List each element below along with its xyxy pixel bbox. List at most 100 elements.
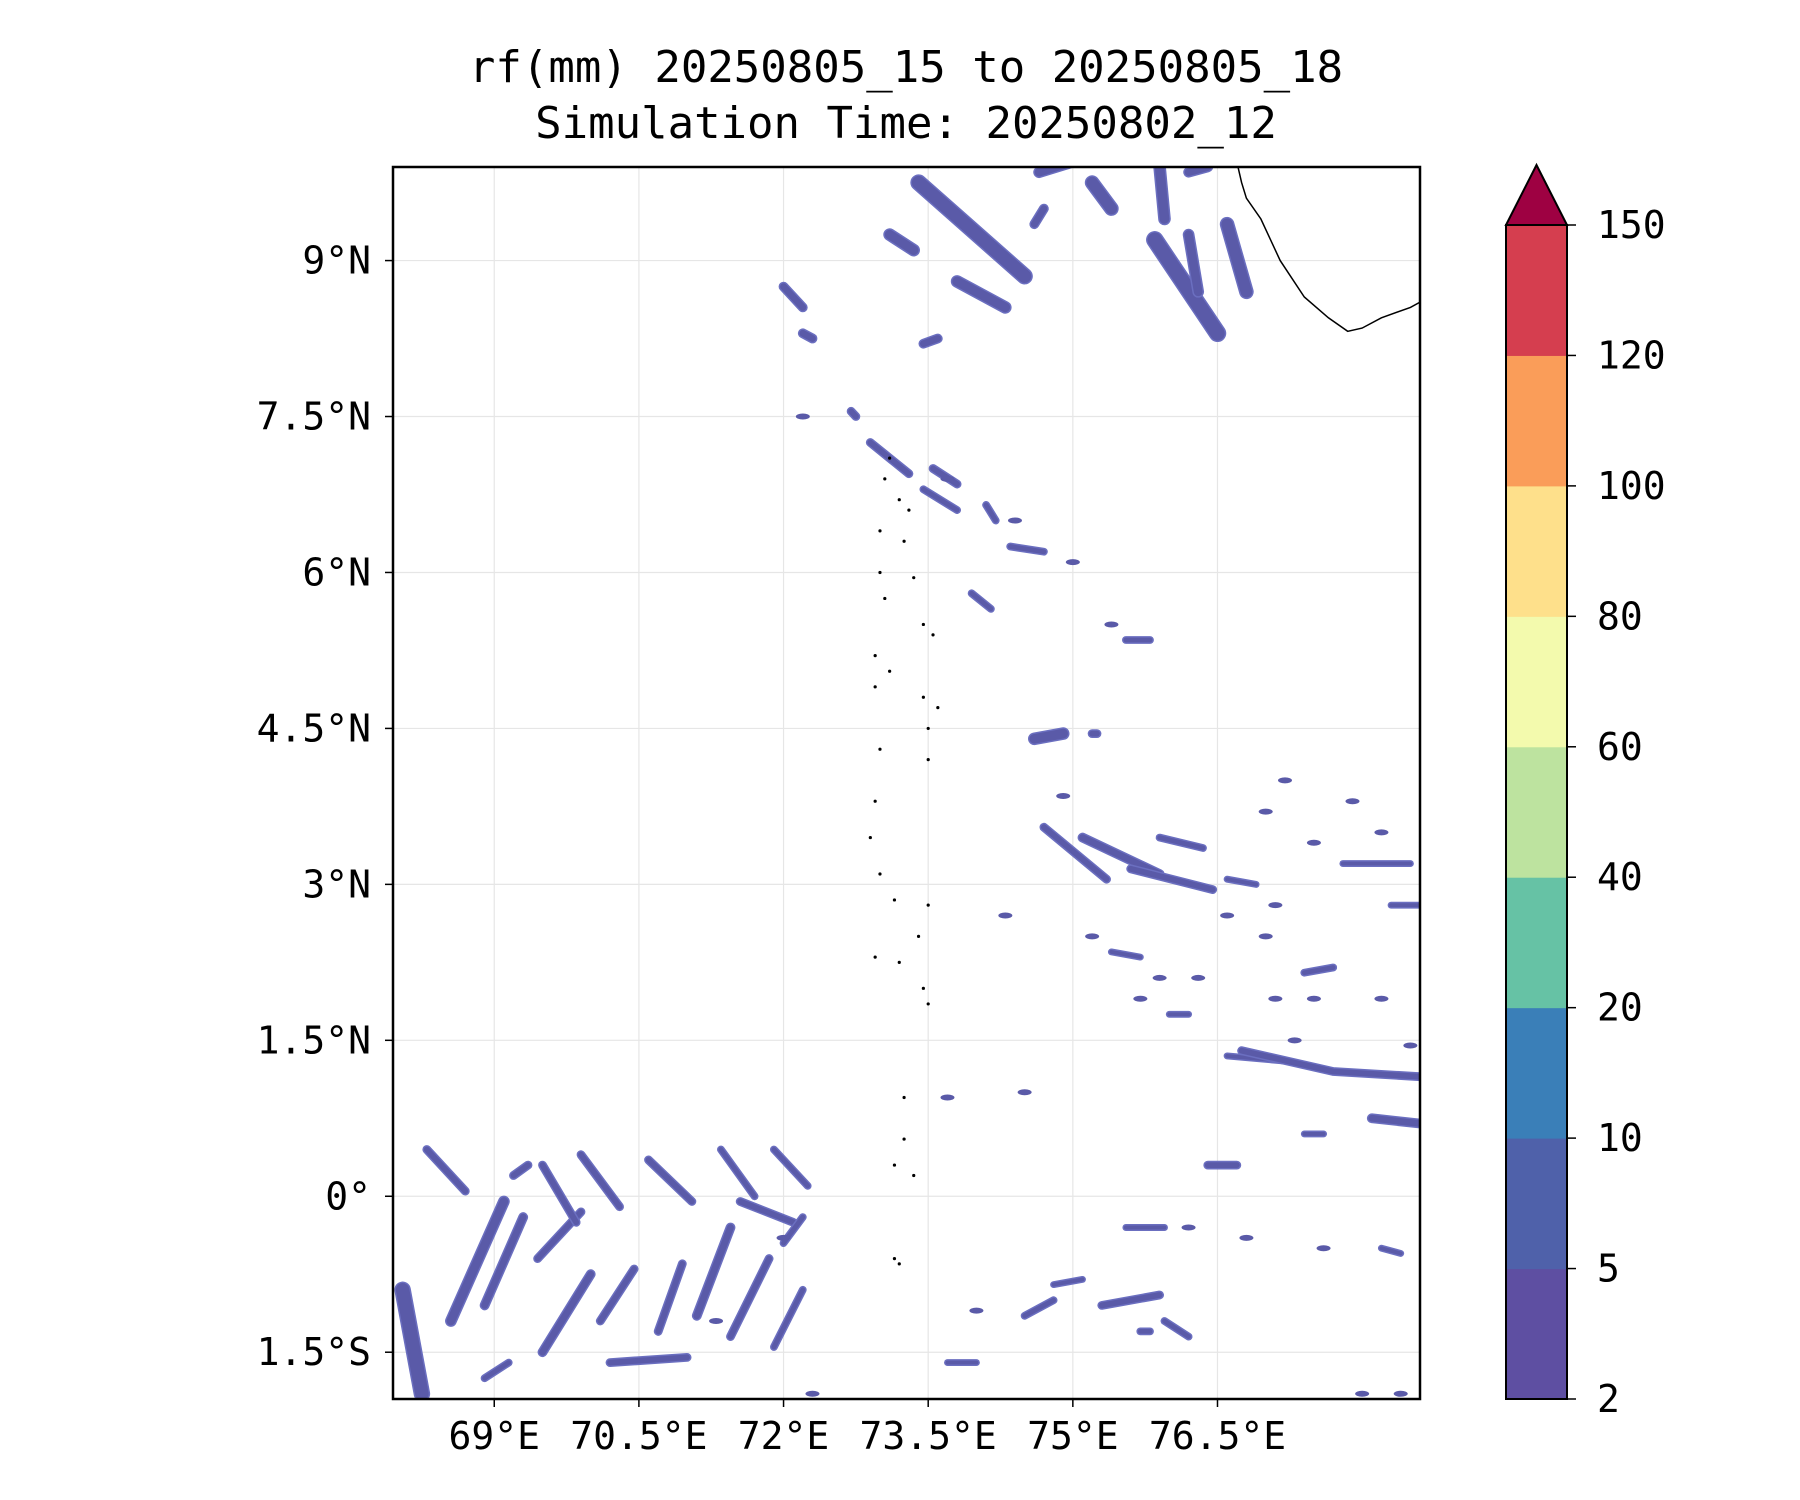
rain-speck [1133,995,1148,1002]
x-tick-label: 76.5°E [1149,1414,1286,1458]
rain-band [1184,230,1203,297]
island-dot [931,633,935,637]
coastline [1237,167,1420,333]
colorbar-segment [1506,485,1567,617]
colorbar-tick-label: 120 [1597,333,1666,377]
island-dot [921,986,925,990]
island-dot [878,747,882,751]
island-dot [878,529,882,533]
island-dot [892,898,897,902]
rain-speck [1345,798,1360,805]
rain-band [737,1198,797,1226]
colorbar-segment [1506,616,1567,748]
rain-speck [969,1307,984,1314]
colorbar-segment [1506,225,1567,356]
y-axis-ticks: 9°N 7.5°N 6°N 4.5°N 3°N 1.5°N 0° 1.5°S [257,239,393,1374]
island-dot [902,1137,906,1141]
colorbar: 2 5 10 20 40 60 80 100 120 150 [1504,162,1666,1421]
island-dot [912,1173,916,1178]
rain-band [395,1283,429,1399]
island-dot [897,960,901,964]
rain-band [848,408,859,420]
colorbar-tick-label: 20 [1597,986,1643,1030]
rain-speck [1017,1089,1032,1096]
y-tick-label: 4.5°N [257,706,371,750]
island-dot [878,570,882,575]
rain-band [921,486,960,513]
rain-band [771,1287,806,1350]
rain-speck [776,1234,791,1241]
rain-band [1238,1047,1420,1080]
island-dot [926,726,930,731]
rain-band [578,1151,623,1210]
island-dot [912,576,916,580]
y-tick-label: 1.5°N [257,1018,371,1062]
rain-band [1086,176,1118,215]
rain-band [539,1270,595,1356]
rainfall-fields [394,167,1420,1399]
rain-speck [805,1390,820,1397]
rain-speck [1239,1234,1254,1241]
rain-speck [1007,517,1022,524]
x-tick-label: 75°E [1027,1414,1119,1458]
rain-band [446,1197,509,1326]
y-tick-label: 0° [325,1174,371,1218]
rain-speck [1220,912,1235,919]
rain-speck [1403,1042,1418,1049]
rain-speck [1258,933,1273,940]
rain-band [597,1266,637,1324]
rain-speck [1268,902,1283,909]
rain-band [1162,1318,1191,1339]
y-tick-label: 3°N [302,862,371,906]
island-dot [926,758,930,762]
rain-speck [1065,559,1080,566]
rain-band [655,1260,686,1335]
rain-band [1221,218,1253,298]
rain-band [952,276,1011,313]
rain-band [539,1162,580,1226]
rain-band [693,1224,734,1320]
rain-band [920,335,942,348]
island-dot [902,539,906,543]
island-dot [936,706,940,710]
rain-speck [709,1318,724,1325]
colorbar-tick-label: 100 [1597,464,1666,508]
colorbar-tick-label: 60 [1597,725,1643,769]
rain-band [510,1162,531,1179]
rain-band [1379,1246,1403,1256]
colorbar-segment [1506,1007,1567,1139]
colorbar-extend-arrow [1504,162,1569,226]
island-dot [873,799,877,803]
colorbar-segment [1506,1138,1567,1270]
rain-band [780,283,807,311]
rain-band [1051,1277,1085,1287]
rain-speck [1056,792,1071,799]
colorbar-frame [1505,224,1568,1400]
rain-speck [940,1094,955,1101]
x-tick-label: 72°E [738,1414,830,1458]
rain-speck [1277,777,1292,784]
island-dot [873,685,877,689]
rain-band [607,1354,690,1366]
island-dot [888,669,892,673]
y-tick-label: 7.5°N [257,395,371,439]
colorbar-segment [1506,355,1567,487]
rain-band [1030,205,1048,228]
rain-band [771,1147,811,1189]
rain-speck [998,912,1013,919]
rain-speck [940,475,955,482]
rain-band [1225,877,1259,887]
rain-speck [1085,933,1100,940]
island-dot [873,955,877,959]
rain-band [482,1360,512,1381]
island-dot [878,872,882,876]
rain-band [1098,1292,1163,1309]
colorbar-segment [1506,746,1567,878]
island-dot [883,477,887,481]
gridlines [393,167,1420,1399]
rain-speck [1191,974,1206,981]
rain-band [911,175,1032,283]
chart-title: rf(mm) 20250805_15 to 20250805_18 [469,42,1343,93]
rain-band [1022,1297,1056,1319]
